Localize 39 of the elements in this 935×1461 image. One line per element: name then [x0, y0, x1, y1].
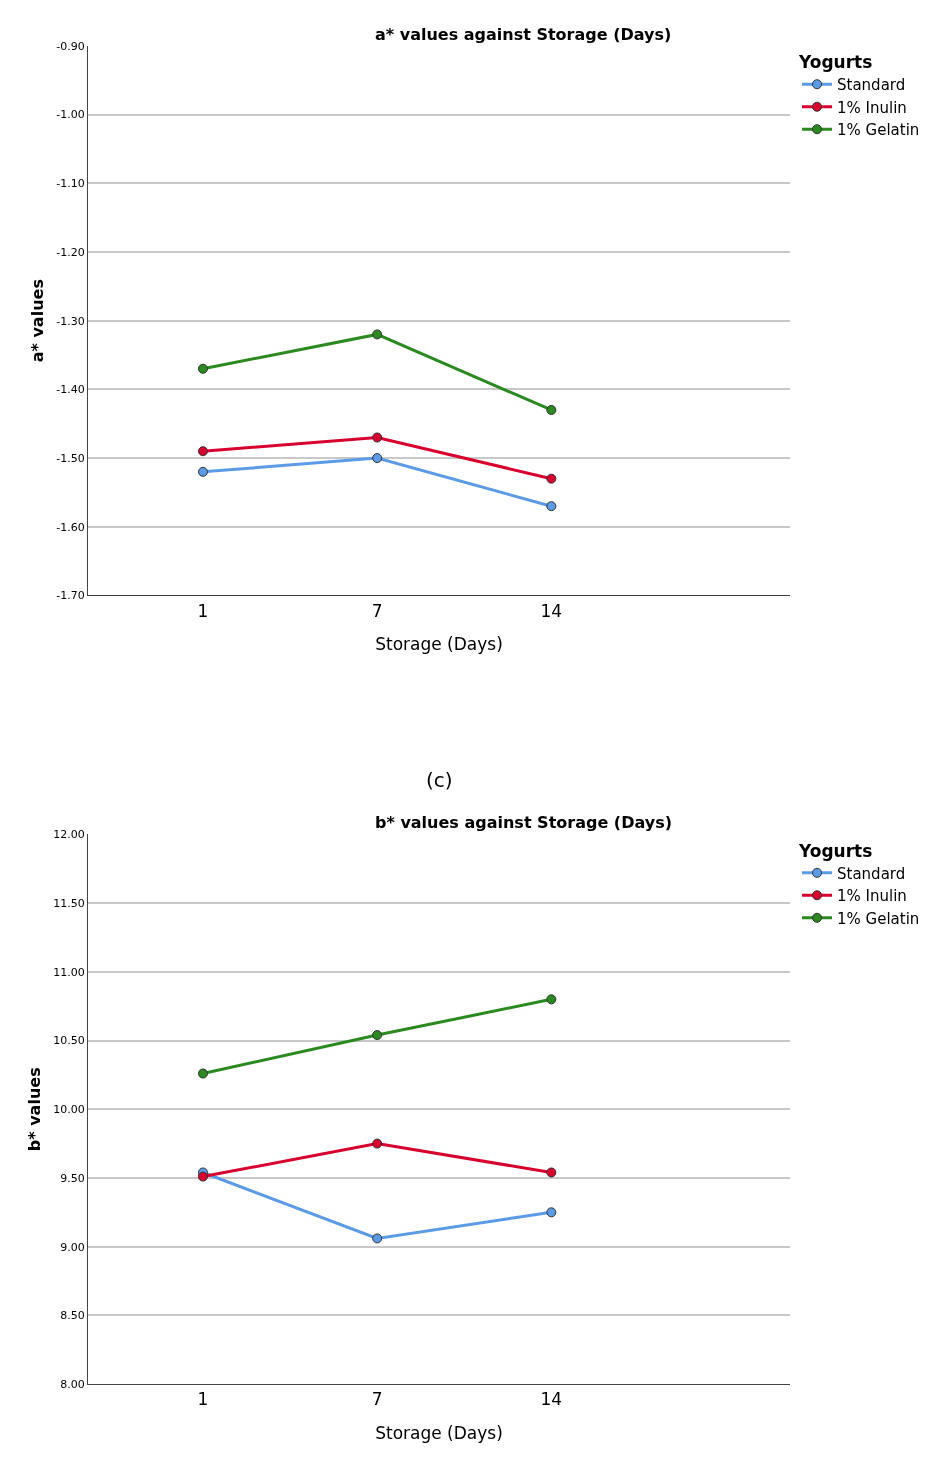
x-tick-label: 7	[371, 1389, 383, 1410]
legend-label: Standard	[837, 76, 906, 95]
y-tick-label: -1.20	[56, 245, 85, 259]
y-tick-label: 10.00	[53, 1103, 85, 1117]
y-tick-label: 8.50	[60, 1309, 85, 1323]
legend-title: Yogurts	[798, 840, 873, 861]
y-tick-label: -1.10	[56, 177, 85, 191]
text: (c)	[426, 768, 453, 792]
legend-label: 1% Inulin	[837, 98, 907, 117]
y-tick-label: -1.60	[56, 520, 85, 534]
x-axis-title: Storage (Days)	[375, 1422, 503, 1443]
y-tick-label: -1.00	[56, 108, 85, 122]
y-tick-label: 8.00	[60, 1377, 85, 1391]
y-tick-label: -1.70	[56, 589, 85, 603]
legend-label: Standard	[837, 864, 906, 883]
x-tick-label: 14	[540, 600, 563, 621]
x-axis-title: Storage (Days)	[375, 634, 503, 655]
y-tick-label: -1.30	[56, 314, 85, 328]
y-tick-label: 9.50	[60, 1171, 85, 1185]
x-tick-label: 7	[371, 600, 383, 621]
y-tick-label: -0.90	[56, 39, 85, 53]
y-axis-title: a* values	[28, 279, 48, 363]
y-tick-label: 9.00	[60, 1240, 85, 1254]
y-tick-label: 11.50	[53, 897, 85, 910]
y-tick-label: 12.00	[53, 828, 85, 842]
y-axis-title: b* values	[25, 1067, 45, 1152]
y-tick-label: -1.50	[56, 451, 85, 465]
x-tick-label: 1	[197, 600, 209, 621]
y-tick-label: 11.00	[53, 965, 85, 979]
legend-label: 1% Inulin	[837, 887, 907, 906]
legend-label: 1% Gelatin	[837, 121, 920, 140]
x-tick-label: 14	[540, 1389, 563, 1410]
x-tick-label: 1	[197, 1389, 209, 1410]
legend-label: 1% Gelatin	[837, 909, 920, 928]
legend-title: Yogurts	[798, 51, 873, 72]
chart-title: b* values against Storage (Days)	[375, 813, 672, 832]
chart-title: a* values against Storage (Days)	[375, 25, 672, 44]
y-tick-label: -1.40	[56, 383, 85, 397]
y-tick-label: 10.50	[53, 1034, 85, 1048]
